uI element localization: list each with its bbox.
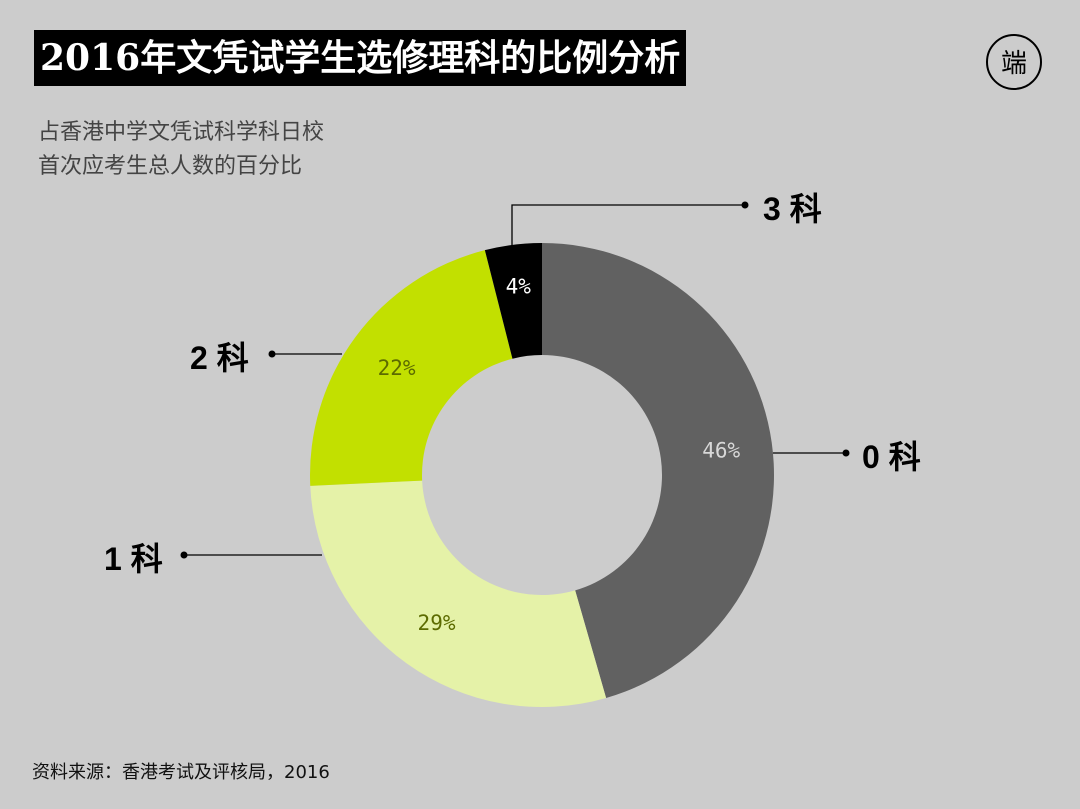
callout-dot bbox=[842, 449, 850, 457]
slice-data-label: 46% bbox=[702, 439, 740, 463]
callout-line bbox=[511, 204, 745, 246]
logo-text: 端 bbox=[1001, 49, 1027, 79]
pie-slice bbox=[484, 243, 542, 359]
chart-title: 2016年文凭试学生选修理科的比例分析 bbox=[34, 30, 687, 86]
source-note: 资料来源：香港考试及评核局，2016 bbox=[32, 762, 330, 783]
slice-data-label: 29% bbox=[418, 611, 456, 635]
pie-slice bbox=[542, 243, 774, 698]
callout-dot bbox=[268, 350, 276, 358]
legend-label: 3 科 bbox=[763, 191, 822, 227]
legend-label: 1 科 bbox=[104, 541, 163, 577]
slice-data-label: 4% bbox=[506, 274, 532, 298]
subtitle-line-2: 首次应考生总人数的百分比 bbox=[38, 154, 303, 179]
callout-dot bbox=[180, 551, 188, 559]
pie-slice bbox=[310, 480, 607, 707]
chart-subtitle: 占香港中学文凭试科学科日校 首次应考生总人数的百分比 bbox=[38, 116, 324, 184]
pie-slice bbox=[309, 250, 513, 486]
logo-icon: 端 bbox=[986, 34, 1042, 90]
legend-label: 2 科 bbox=[190, 340, 249, 376]
callout-dot bbox=[741, 201, 749, 209]
subtitle-line-1: 占香港中学文凭试科学科日校 bbox=[38, 120, 325, 145]
slice-data-label: 22% bbox=[378, 356, 416, 380]
legend-label: 0 科 bbox=[862, 439, 921, 475]
